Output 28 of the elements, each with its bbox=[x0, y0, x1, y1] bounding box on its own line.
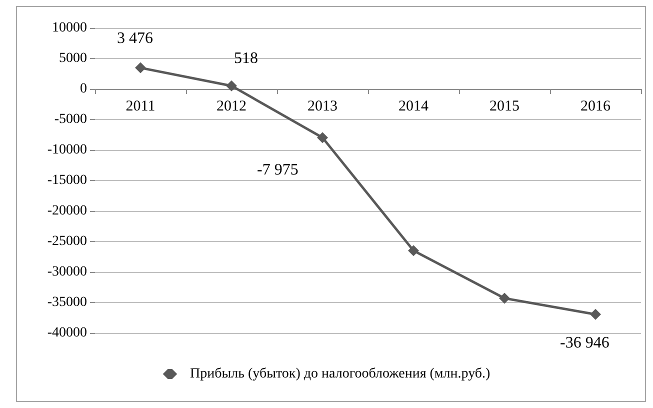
x-tick-label: 2013 bbox=[308, 98, 338, 114]
data-label: 518 bbox=[234, 50, 258, 67]
y-tick-label: -35000 bbox=[47, 295, 87, 310]
data-label: -36 946 bbox=[560, 334, 610, 352]
y-tick-label: -20000 bbox=[47, 204, 87, 218]
x-tick-label: 2014 bbox=[398, 98, 429, 114]
data-label: -7 975 bbox=[257, 162, 298, 179]
y-tick-label: -5000 bbox=[54, 112, 87, 127]
y-tick-label: -15000 bbox=[47, 173, 87, 188]
point bbox=[317, 132, 328, 144]
point bbox=[499, 292, 510, 304]
y-tick-label: -10000 bbox=[47, 142, 87, 158]
y-tick-label: 10000 bbox=[52, 20, 87, 36]
y-tick-label: -25000 bbox=[47, 234, 87, 249]
y-tick-label: 0 bbox=[80, 82, 87, 96]
point bbox=[226, 80, 237, 92]
x-tick-label: 2015 bbox=[490, 98, 520, 114]
legend-label: Прибыль (убыток) до налогообложения (млн.руб.) bbox=[190, 366, 491, 382]
point bbox=[590, 308, 601, 320]
x-tick-label: 2012 bbox=[216, 98, 246, 114]
x-tick-label: 2016 bbox=[580, 98, 611, 114]
x-tick-label: 2011 bbox=[126, 98, 156, 114]
point bbox=[408, 245, 419, 256]
y-tick-label: -40000 bbox=[47, 326, 87, 340]
point bbox=[135, 62, 146, 74]
y-tick-label: 5000 bbox=[59, 51, 87, 66]
data-label: 3 476 bbox=[117, 30, 153, 47]
y-tick-label: -30000 bbox=[47, 264, 87, 280]
